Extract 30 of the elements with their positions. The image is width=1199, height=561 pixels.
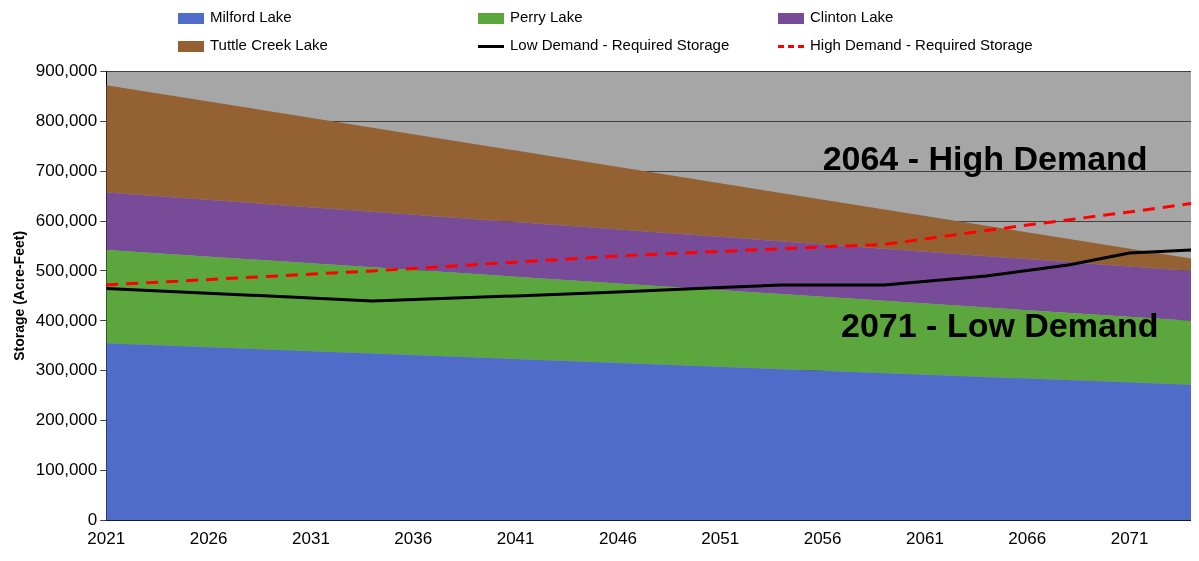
x-tick-label: 2071 (1110, 529, 1149, 549)
x-tick-label: 2041 (496, 529, 535, 549)
legend-label: Tuttle Creek Lake (210, 36, 328, 53)
y-tick-label: 900,000 (35, 60, 98, 80)
x-tick-label: 2056 (803, 529, 842, 549)
x-tick-label: 2031 (292, 529, 330, 549)
x-tick-label: 2046 (599, 529, 637, 549)
y-tick-label: 300,000 (35, 360, 98, 380)
legend-label: Milford Lake (210, 8, 292, 25)
legend-label: Perry Lake (510, 8, 583, 25)
x-tick-label: 2066 (1008, 529, 1047, 549)
y-tick-label: 500,000 (35, 260, 98, 280)
y-tick-label: 800,000 (35, 110, 98, 130)
x-tick-label: 2051 (701, 529, 740, 549)
y-tick-label: 700,000 (35, 160, 98, 180)
y-axis-title: Storage (Acre-Feet) (11, 230, 28, 361)
annotation: 2071 - Low Demand (841, 305, 1159, 344)
x-tick-label: 2021 (87, 529, 126, 549)
legend-label: Clinton Lake (810, 8, 894, 25)
y-tick-label: 100,000 (35, 460, 98, 480)
y-tick-label: 400,000 (35, 310, 98, 330)
x-tick-label: 2036 (394, 529, 433, 549)
legend-label: Low Demand - Required Storage (510, 36, 730, 53)
annotation: 2064 - High Demand (822, 139, 1148, 178)
x-tick-label: 2061 (906, 529, 944, 549)
y-tick-label: 0 (87, 510, 98, 530)
legend-label: High Demand - Required Storage (810, 36, 1033, 53)
y-tick-label: 200,000 (35, 410, 98, 430)
y-tick-label: 600,000 (35, 210, 98, 230)
x-tick-label: 2026 (189, 529, 228, 549)
